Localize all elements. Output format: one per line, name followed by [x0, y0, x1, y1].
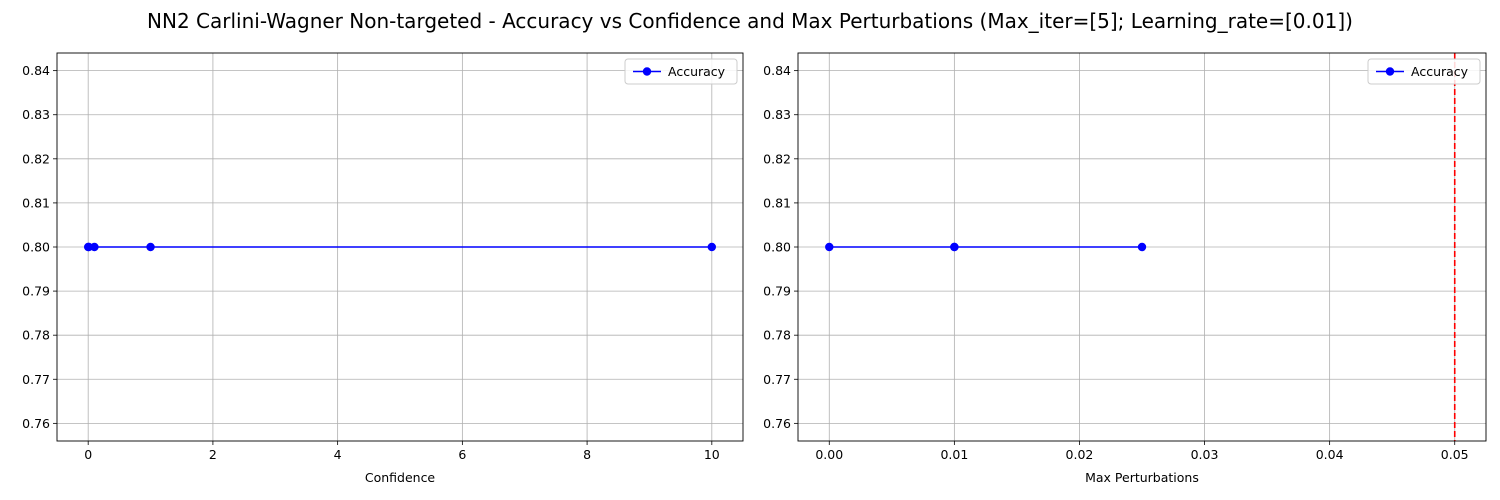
y-tick-label: 0.80: [22, 240, 50, 255]
legend-marker: [642, 67, 652, 76]
y-tick-label: 0.84: [763, 63, 791, 78]
x-tick-label: 0.01: [940, 447, 968, 462]
y-tick-label: 0.76: [22, 416, 50, 431]
legend-box: [624, 58, 738, 85]
x-tick-label: 2: [209, 447, 217, 462]
x-tick-label: 10: [704, 447, 720, 462]
x-tick-label: 0.04: [1316, 447, 1344, 462]
y-tick-label: 0.83: [22, 107, 50, 122]
legend-label: Accuracy: [1411, 64, 1469, 79]
y-tick-label: 0.82: [22, 151, 50, 166]
y-tick-label: 0.79: [763, 284, 791, 299]
y-tick-label: 0.82: [763, 151, 791, 166]
plots-container: 0 2 4 6 8 100.760.770.780.790.800.810.820.830…: [22, 52, 1487, 485]
legend-box: [1367, 58, 1481, 85]
x-tick-label: 8: [583, 447, 591, 462]
y-tick-label: 0.79: [22, 284, 50, 299]
legend: Accuracy: [624, 58, 738, 85]
data-point: [1137, 242, 1147, 252]
x-tick-label: 0: [84, 447, 92, 462]
data-point: [146, 242, 155, 252]
legend-marker: [1385, 67, 1395, 76]
data-point: [90, 242, 99, 252]
axes-frame: [56, 52, 744, 442]
y-tick-label: 0.81: [763, 195, 791, 210]
chart-2: 0.00 0.01 0.02 0.03 0.04 0.05 0.76 0.77 0.78 0.79…: [763, 52, 1487, 485]
y-tick-label: 0.77: [22, 372, 50, 387]
y-tick-label: 0.83: [763, 107, 791, 122]
data-point: [950, 242, 959, 252]
legend-label: Accuracy: [668, 64, 726, 79]
figure-title: NN2 Carlini-Wagner Non-targeted - Accura…: [147, 9, 1353, 33]
data-point: [825, 242, 834, 252]
data-point: [707, 242, 717, 252]
y-tick-label: 0.81: [22, 195, 50, 210]
y-tick-label: 0.84: [22, 63, 50, 78]
x-tick-label: 4: [334, 447, 342, 462]
x-tick-label: 0.05: [1441, 447, 1469, 462]
axes-frame: [797, 52, 1487, 442]
y-tick-label: 0.78: [763, 328, 791, 343]
x-tick-label: 6: [458, 447, 466, 462]
y-tick-label: 0.78: [22, 328, 50, 343]
chart-1: 0 2 4 6 8 10 0.76 0.77 0.78 0.79 0.80 0.81 0.82 0.83 0…: [22, 52, 744, 485]
x-tick-label: 0.03: [1191, 447, 1219, 462]
y-tick-label: 0.77: [763, 372, 791, 387]
x-axis-label: Max Perturbations: [1085, 470, 1199, 485]
x-axis-label: Confidence: [365, 470, 436, 485]
legend: Accuracy: [1367, 58, 1481, 85]
x-tick-label: 0.00: [815, 447, 843, 462]
x-tick-label: 0.02: [1066, 447, 1094, 462]
y-tick-label: 0.80: [763, 240, 791, 255]
y-tick-label: 0.76: [763, 416, 791, 431]
